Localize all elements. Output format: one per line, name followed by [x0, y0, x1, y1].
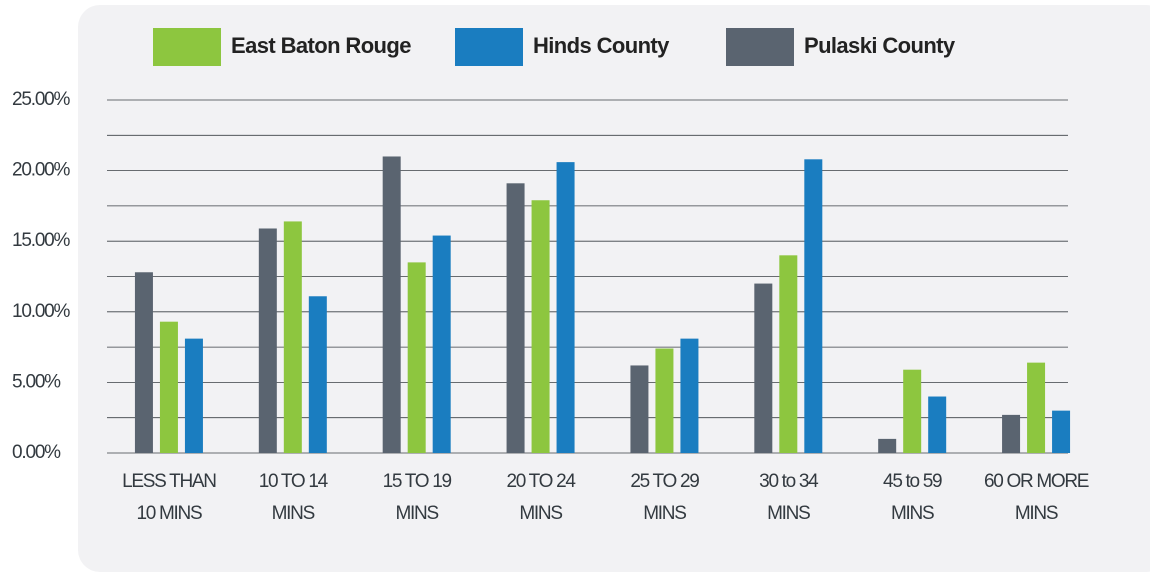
panel [78, 5, 1150, 572]
legend-label: Hinds County [533, 33, 670, 58]
legend-swatch [455, 28, 523, 66]
x-tick-label: 10 TO 14 [259, 471, 329, 492]
y-tick-label: 10.00% [12, 301, 71, 322]
x-tick-label: MINS [519, 503, 562, 524]
x-tick-label: 60 OR MORE [984, 471, 1089, 492]
bar [655, 348, 674, 453]
bar [779, 255, 798, 453]
bar [1002, 414, 1021, 453]
x-tick-label: MINS [767, 503, 810, 524]
y-tick-label: 20.00% [12, 160, 71, 181]
bar [506, 183, 525, 454]
x-tick-label: MINS [891, 503, 934, 524]
bar [531, 200, 550, 453]
bar [283, 221, 302, 453]
legend-label: East Baton Rouge [231, 33, 411, 58]
bar [134, 272, 153, 453]
x-tick-label: MINS [272, 503, 315, 524]
bar [804, 159, 823, 453]
x-tick-label: MINS [396, 503, 439, 524]
y-tick-label: 15.00% [12, 230, 71, 251]
y-tick-label: 0.00% [12, 442, 61, 463]
bar [754, 283, 773, 453]
legend-label: Pulaski County [804, 33, 956, 58]
x-tick-label: 30 to 34 [759, 471, 819, 492]
bar [680, 338, 699, 453]
bar [407, 262, 426, 453]
x-tick-label: 10 MINS [137, 503, 202, 524]
y-tick-label: 25.00% [12, 89, 71, 110]
legend-swatch [153, 28, 221, 66]
bar [184, 338, 203, 453]
bar [878, 438, 897, 453]
bar [308, 296, 327, 453]
x-tick-label: 45 to 59 [883, 471, 942, 492]
y-tick-label: 5.00% [12, 371, 61, 392]
x-tick-label: LESS THAN [122, 471, 216, 492]
legend-swatch [726, 28, 794, 66]
x-tick-label: 15 TO 19 [383, 471, 452, 492]
x-tick-label: 20 TO 24 [507, 471, 577, 492]
bar [258, 228, 277, 453]
bar [903, 369, 922, 453]
bar [928, 396, 947, 453]
x-tick-label: 25 TO 29 [630, 471, 699, 492]
bar [556, 162, 575, 454]
bar [1052, 410, 1071, 453]
bar [432, 235, 451, 453]
bar [630, 365, 649, 453]
bar [382, 156, 401, 454]
x-tick-label: MINS [1015, 503, 1058, 524]
bar [159, 321, 178, 453]
x-tick-label: MINS [643, 503, 686, 524]
bar [1027, 362, 1046, 453]
